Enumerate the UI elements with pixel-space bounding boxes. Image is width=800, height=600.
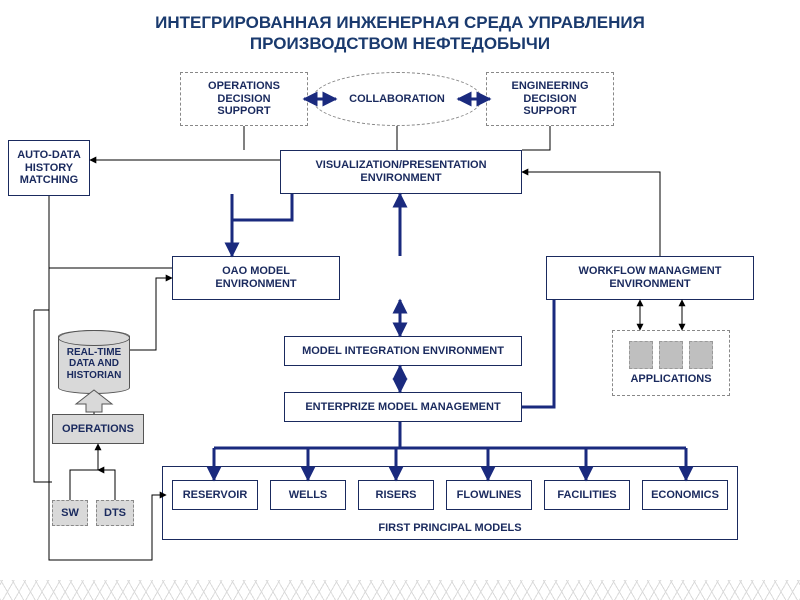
node-ops-decision: OPERATIONSDECISIONSUPPORT bbox=[180, 72, 308, 126]
node-workflow: WORKFLOW MANAGMENTENVIRONMENT bbox=[546, 256, 754, 300]
node-eng-decision: ENGINEERINGDECISIONSUPPORT bbox=[486, 72, 614, 126]
node-realtime: REAL-TIMEDATA ANDHISTORIAN bbox=[58, 330, 130, 394]
node-risers: RISERS bbox=[358, 480, 434, 510]
app-tile bbox=[689, 341, 713, 369]
node-flowlines: FLOWLINES bbox=[446, 480, 532, 510]
node-vispres: VISUALIZATION/PRESENTATIONENVIRONMENT bbox=[280, 150, 522, 194]
node-wells: WELLS bbox=[270, 480, 346, 510]
node-sw: SW bbox=[52, 500, 88, 526]
node-applications: APPLICATIONS bbox=[612, 330, 730, 396]
node-oao: OAO MODELENVIRONMENT bbox=[172, 256, 340, 300]
node-dts: DTS bbox=[96, 500, 134, 526]
footer-pattern bbox=[0, 580, 800, 600]
node-enterprize: ENTERPRIZE MODEL MANAGEMENT bbox=[284, 392, 522, 422]
node-modelint: MODEL INTEGRATION ENVIRONMENT bbox=[284, 336, 522, 366]
node-collaboration: COLLABORATION bbox=[312, 72, 482, 126]
title-line-2: ПРОИЗВОДСТВОМ НЕФТЕДОБЫЧИ bbox=[250, 34, 550, 53]
node-economics: ECONOMICS bbox=[642, 480, 728, 510]
apps-label: APPLICATIONS bbox=[630, 373, 711, 385]
node-operations: OPERATIONS bbox=[52, 414, 144, 444]
page-title: ИНТЕГРИРОВАННАЯ ИНЖЕНЕРНАЯ СРЕДА УПРАВЛЕ… bbox=[0, 12, 800, 55]
node-facilities: FACILITIES bbox=[544, 480, 630, 510]
app-tile bbox=[629, 341, 653, 369]
node-autodata: AUTO-DATAHISTORYMATCHING bbox=[8, 140, 90, 196]
node-reservoir: RESERVOIR bbox=[172, 480, 258, 510]
apps-tiles bbox=[629, 341, 713, 369]
fpm-label: FIRST PRINCIPAL MODELS bbox=[378, 522, 521, 535]
title-line-1: ИНТЕГРИРОВАННАЯ ИНЖЕНЕРНАЯ СРЕДА УПРАВЛЕ… bbox=[155, 13, 645, 32]
app-tile bbox=[659, 341, 683, 369]
